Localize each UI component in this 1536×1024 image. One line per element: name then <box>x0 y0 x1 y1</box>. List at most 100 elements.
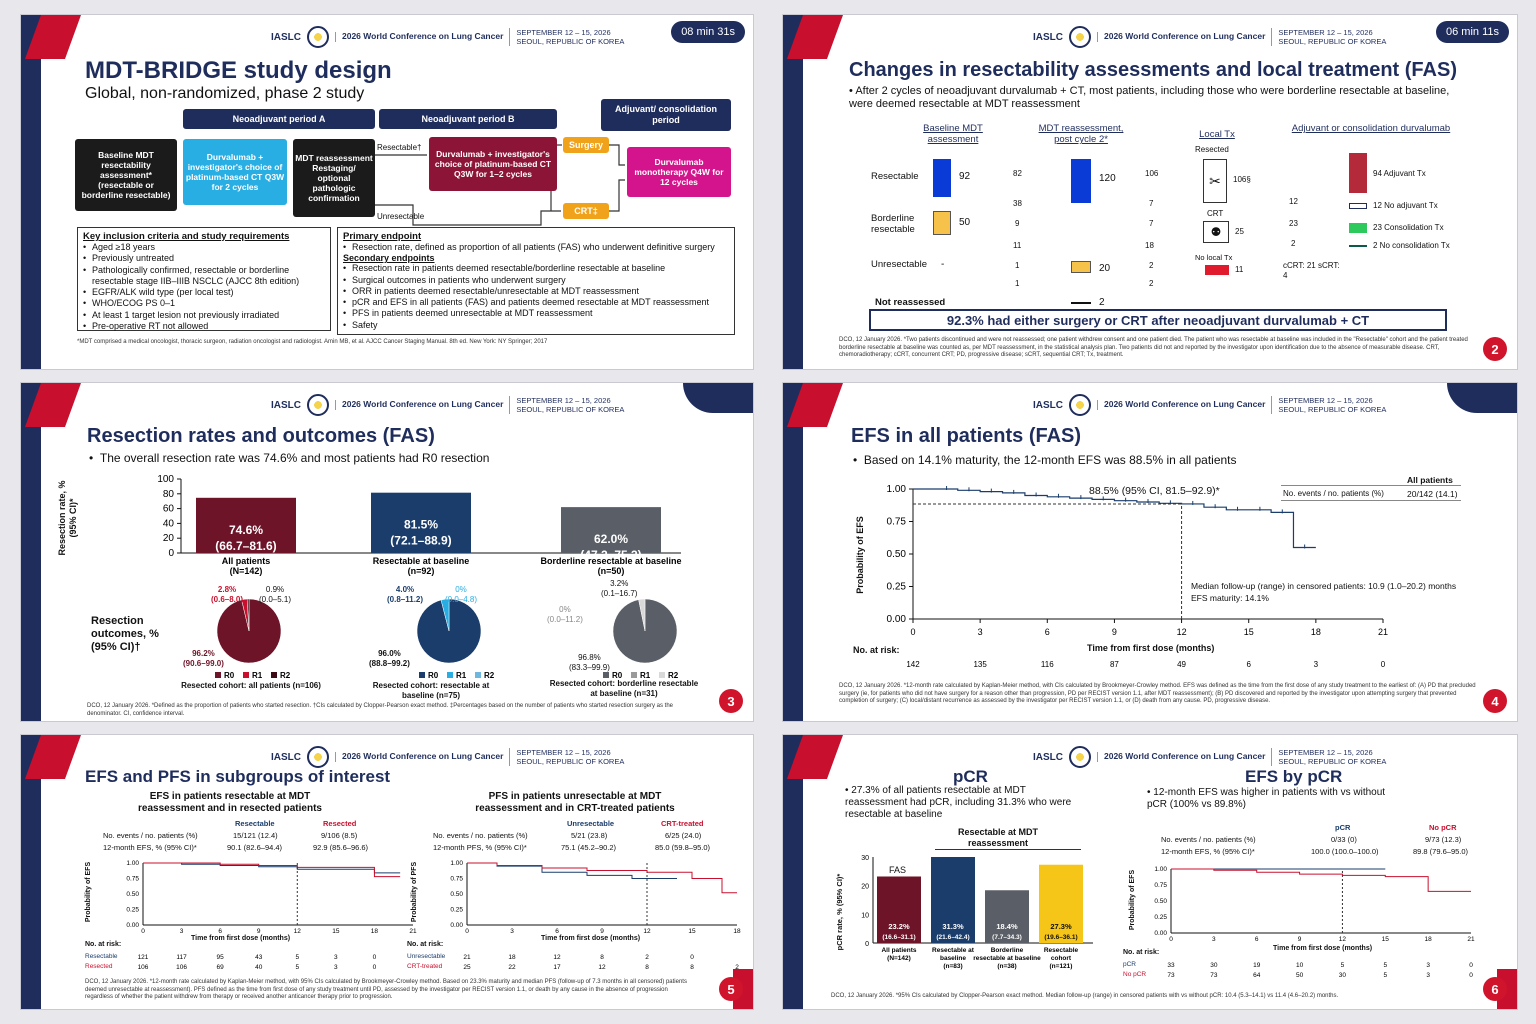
at-risk-count: 8 <box>645 964 649 971</box>
footnote: DCO, 12 January 2026. *95% CIs calculate… <box>831 993 1339 999</box>
mdt-value: 2 <box>1099 297 1105 308</box>
scalpel-icon: ✂ <box>1203 159 1227 203</box>
x-tick-label: 0 <box>465 928 469 935</box>
pie-slice <box>246 598 250 632</box>
conference-name: 2026 World Conference on Lung Cancer <box>335 751 503 762</box>
bar-value-label: 31.3% <box>942 922 964 931</box>
slide-3: IASLC 2026 World Conference on Lung Canc… <box>20 382 754 722</box>
table-cell: 92.9 (85.6–96.6) <box>313 843 369 852</box>
at-risk-count: 17 <box>553 964 561 971</box>
bullet: • Based on 14.1% maturity, the 12-month … <box>853 453 1237 467</box>
left-band <box>21 15 41 369</box>
legend-label: R0 <box>224 671 235 680</box>
at-risk-count: 21 <box>463 954 471 961</box>
secondary-item: Surgical outcomes in patients who underw… <box>343 275 729 287</box>
slide-5: IASLC 2026 World Conference on Lung Canc… <box>20 734 754 1010</box>
slide-number: 2 <box>1483 337 1507 361</box>
table-cell: 0/33 (0) <box>1331 835 1357 844</box>
y-tick-label: 0.25 <box>126 907 139 914</box>
at-risk-count: 121 <box>138 954 149 961</box>
conference-name: 2026 World Conference on Lung Cancer <box>335 399 503 410</box>
at-risk-label: No. at risk: <box>407 941 444 948</box>
baseline-value: 92 <box>959 171 971 182</box>
at-risk-count: 0 <box>373 954 377 961</box>
x-tick-label: 3 <box>978 627 983 637</box>
slide-2: IASLC 2026 World Conference on Lung Canc… <box>782 14 1518 370</box>
at-risk-count: 3 <box>1426 972 1430 979</box>
right-col-header: CRT-treated <box>661 819 704 828</box>
secondary-item: PFS in patients deemed unresectable at M… <box>343 308 729 320</box>
bar-ci-label: (72.1–88.9) <box>390 534 451 548</box>
y-tick-label: 80 <box>163 489 175 500</box>
y-tick-label: 100 <box>157 474 174 485</box>
x-tick-label: 9 <box>257 928 261 935</box>
footnote: DCO, 12 January 2026. *12-month rate cal… <box>85 979 687 1000</box>
at-risk-count: 19 <box>1253 962 1261 969</box>
at-risk-count: 30 <box>1339 972 1347 979</box>
x-tick-label: 21 <box>1467 936 1475 943</box>
baseline-value: 50 <box>959 217 971 228</box>
at-risk-count: 3 <box>334 964 338 971</box>
flow-count: 38 <box>1013 199 1022 208</box>
risk-row-name: Resectable <box>85 953 118 960</box>
x-tick-label: 9 <box>1298 936 1302 943</box>
bar-category-label: Borderline resectable at baseline <box>540 556 681 566</box>
pie-caption: Resected cohort: resectable at baseline … <box>372 681 490 700</box>
mdt-unresectable-bar <box>1071 261 1091 273</box>
table-head: All patients <box>1407 475 1453 485</box>
slide-title: EFS in all patients (FAS) <box>851 425 1082 447</box>
outcomes-label: Resection outcomes, % (95% CI)† <box>91 615 159 654</box>
iaslc-logo: IASLC <box>1033 751 1063 763</box>
y-tick-label: 0.25 <box>1154 914 1167 921</box>
y-tick-label: 60 <box>163 504 175 515</box>
y-tick-label: 10 <box>861 912 869 919</box>
legend-swatch <box>659 672 665 678</box>
pie-slice <box>638 598 646 632</box>
table-cell: 6/25 (24.0) <box>665 831 702 840</box>
legend-swatch <box>215 672 221 678</box>
pie-r0-label: 96.8% (83.3–99.9) <box>569 653 610 672</box>
legend-label: R0 <box>428 671 439 680</box>
bullet: • After 2 cycles of neoadjuvant durvalum… <box>849 85 1450 111</box>
legend-label: R0 <box>612 671 623 680</box>
slide-6: IASLC 2026 World Conference on Lung Canc… <box>782 734 1518 1010</box>
table-cell: 12-month EFS, % (95% CI)* <box>103 843 197 852</box>
baseline-box: Baseline MDT resectability assessment* (… <box>75 139 177 211</box>
seal-icon <box>307 394 329 416</box>
table-cell: 5/21 (23.8) <box>571 831 608 840</box>
x-tick-label: 15 <box>332 928 340 935</box>
table-cell: 85.0 (59.8–95.0) <box>655 843 711 852</box>
slide-subtitle: Global, non-randomized, phase 2 study <box>85 85 365 102</box>
seal-icon <box>1069 26 1091 48</box>
summary-banner: 92.3% had either surgery or CRT after ne… <box>869 309 1447 331</box>
table-cell: 75.1 (45.2–90.2) <box>561 843 617 852</box>
conference-header: IASLC 2026 World Conference on Lung Canc… <box>271 741 624 773</box>
x-tick-label: 6 <box>1255 936 1259 943</box>
adj-count: 12 <box>1289 197 1298 206</box>
legend-swatch <box>447 672 453 678</box>
resected-label: Resected <box>1195 145 1229 154</box>
table-cell: No. events / no. patients (%) <box>433 831 528 840</box>
y-tick-label: 1.00 <box>450 860 463 867</box>
flow-count: 82 <box>1013 169 1022 178</box>
risk-row-name: CRT-treated <box>407 963 443 970</box>
bar-ci-label: (21.6–42.4) <box>936 934 969 941</box>
seal-icon <box>1069 394 1091 416</box>
y-tick-label: 30 <box>861 855 869 862</box>
mdt-value: 20 <box>1099 263 1111 274</box>
adj-count: 2 <box>1291 239 1296 248</box>
bar <box>1039 864 1083 943</box>
table-cell: 100.0 (100.0–100.0) <box>1311 847 1379 856</box>
iaslc-logo: IASLC <box>271 399 301 411</box>
crt-split: cCRT: 21 sCRT: 4 <box>1283 261 1340 280</box>
at-risk-count: 50 <box>1296 972 1304 979</box>
slide-number: 6 <box>1483 977 1507 1001</box>
bar-category-label: resectable at baseline <box>973 955 1041 962</box>
bar-value-label: 27.3% <box>1050 922 1072 931</box>
left-band <box>21 383 41 721</box>
y-tick-label: 0.75 <box>1154 882 1167 889</box>
fas-label: FAS <box>889 865 907 875</box>
at-risk-count: 0 <box>1469 962 1473 969</box>
endpoints-box: Primary endpoint Resection rate, defined… <box>337 227 735 335</box>
km-annotation: 88.5% (95% CI, 81.5–92.9)* <box>1089 485 1220 497</box>
